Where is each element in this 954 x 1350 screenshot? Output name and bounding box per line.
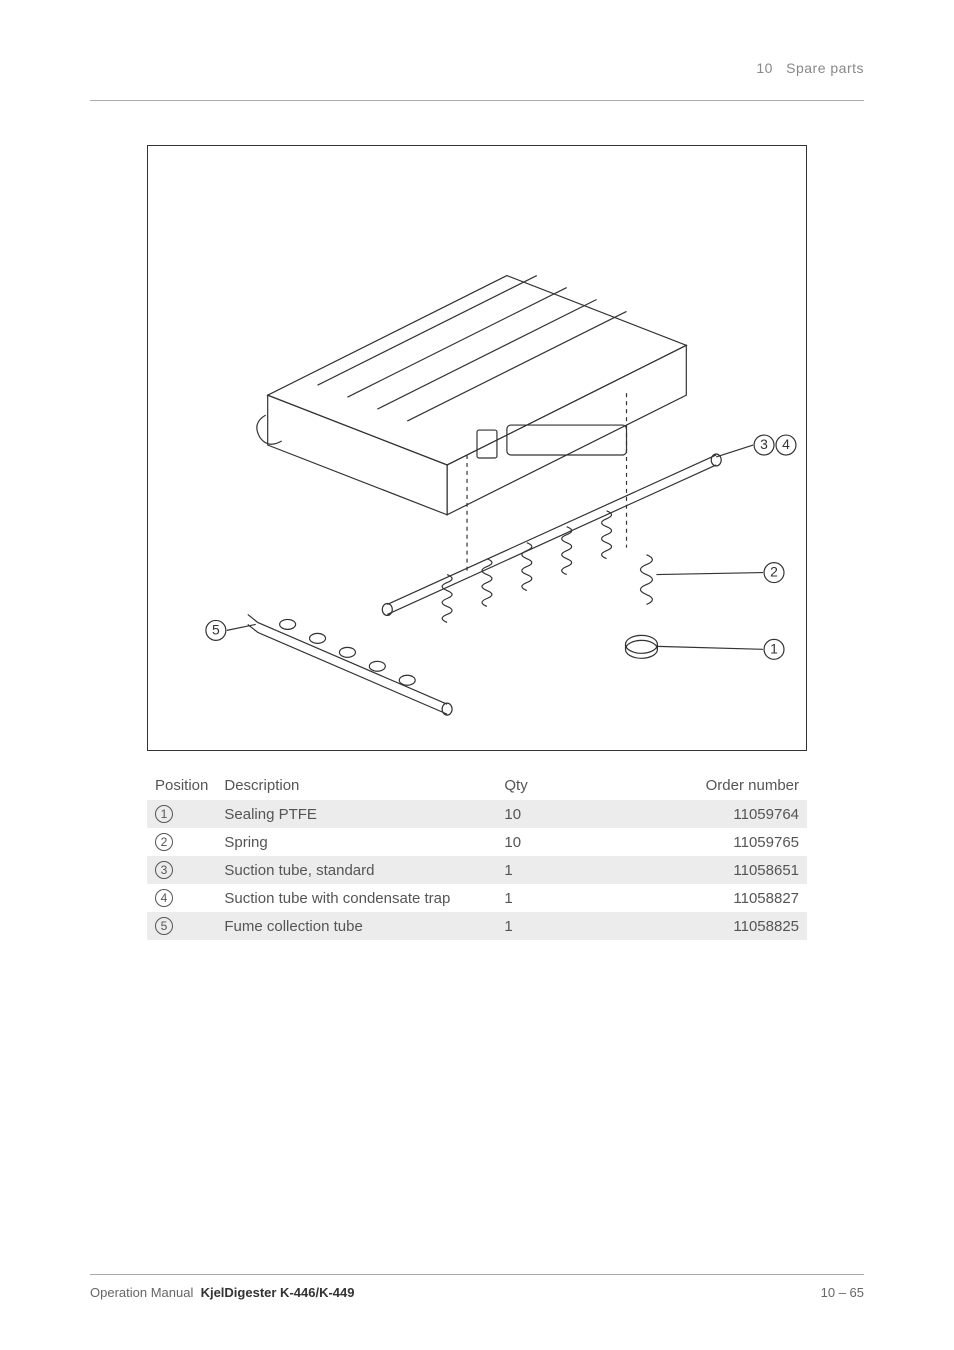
cell-description: Suction tube with condensate trap xyxy=(216,884,496,912)
cell-position: 3 xyxy=(147,856,216,884)
footer-row: Operation Manual KjelDigester K-446/K-44… xyxy=(90,1285,864,1300)
footer-manual-label: Operation Manual xyxy=(90,1285,193,1300)
svg-text:3: 3 xyxy=(760,436,768,452)
page-footer: Operation Manual KjelDigester K-446/K-44… xyxy=(90,1274,864,1300)
cell-order-number: 11058825 xyxy=(616,912,807,940)
col-header-order: Order number xyxy=(616,771,807,800)
footer-page-number: 10 – 65 xyxy=(821,1285,864,1300)
cell-qty: 1 xyxy=(496,884,616,912)
table-header-row: Position Description Qty Order number xyxy=(147,771,807,800)
cell-position: 2 xyxy=(147,828,216,856)
position-circle-icon: 1 xyxy=(155,805,173,823)
table-row: 4 Suction tube with condensate trap111058… xyxy=(147,884,807,912)
position-circle-icon: 5 xyxy=(155,917,173,935)
cell-position: 1 xyxy=(147,800,216,828)
header-text: 10 Spare parts xyxy=(90,60,864,76)
svg-text:1: 1 xyxy=(770,640,778,656)
exploded-diagram: 1 2 34 5 xyxy=(147,145,807,751)
table-row: 3 Suction tube, standard111058651 xyxy=(147,856,807,884)
cell-qty: 10 xyxy=(496,828,616,856)
diagram-callout-2: 2 xyxy=(764,563,784,583)
cell-qty: 10 xyxy=(496,800,616,828)
header-section-title: Spare parts xyxy=(786,60,864,76)
page-header: 10 Spare parts xyxy=(90,60,864,101)
cell-position: 4 xyxy=(147,884,216,912)
col-header-description: Description xyxy=(216,771,496,800)
cell-order-number: 11059765 xyxy=(616,828,807,856)
position-circle-icon: 4 xyxy=(155,889,173,907)
page: 10 Spare parts xyxy=(0,0,954,1350)
diagram-callout-4: 4 xyxy=(776,435,796,455)
svg-text:2: 2 xyxy=(770,564,778,580)
position-circle-icon: 2 xyxy=(155,833,173,851)
cell-description: Fume collection tube xyxy=(216,912,496,940)
diagram-callout-3: 3 xyxy=(754,435,774,455)
cell-order-number: 11059764 xyxy=(616,800,807,828)
footer-left: Operation Manual KjelDigester K-446/K-44… xyxy=(90,1285,354,1300)
spare-parts-table: Position Description Qty Order number 1S… xyxy=(147,771,807,940)
col-header-qty: Qty xyxy=(496,771,616,800)
footer-product: KjelDigester K-446/K-449 xyxy=(201,1285,355,1300)
cell-position: 5 xyxy=(147,912,216,940)
table-row: 5 Fume collection tube111058825 xyxy=(147,912,807,940)
cell-qty: 1 xyxy=(496,856,616,884)
svg-text:5: 5 xyxy=(212,621,220,637)
cell-description: Suction tube, standard xyxy=(216,856,496,884)
footer-rule xyxy=(90,1274,864,1275)
diagram-svg: 1 2 34 5 xyxy=(148,146,806,750)
diagram-callout-1: 1 xyxy=(764,639,784,659)
col-header-position: Position xyxy=(147,771,216,800)
header-rule xyxy=(90,100,864,101)
header-section-number: 10 xyxy=(756,60,773,76)
cell-order-number: 11058651 xyxy=(616,856,807,884)
cell-description: Sealing PTFE xyxy=(216,800,496,828)
cell-description: Spring xyxy=(216,828,496,856)
diagram-callout-5: 5 xyxy=(206,620,226,640)
cell-order-number: 11058827 xyxy=(616,884,807,912)
svg-text:4: 4 xyxy=(782,436,790,452)
position-circle-icon: 3 xyxy=(155,861,173,879)
cell-qty: 1 xyxy=(496,912,616,940)
table-row: 1 Sealing PTFE1011059764 xyxy=(147,800,807,828)
table-row: 2 Spring1011059765 xyxy=(147,828,807,856)
